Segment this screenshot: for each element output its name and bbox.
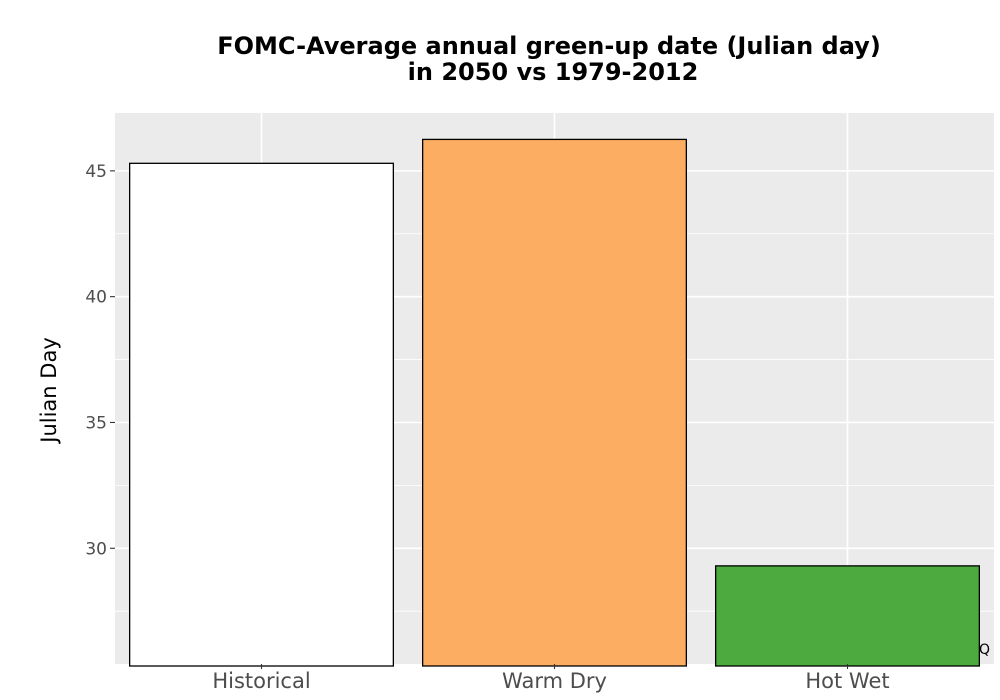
x-axis: Historical Warm Dry Hot Wet <box>212 664 890 693</box>
y-axis-title: Julian Day <box>37 337 61 445</box>
y-axis: 30 35 40 45 <box>85 162 115 559</box>
corner-note: Q <box>979 642 990 658</box>
x-tick-label: Historical <box>212 669 310 693</box>
x-tick-label: Hot Wet <box>805 669 889 693</box>
bar-hot-wet <box>715 565 981 667</box>
y-tick-label: 45 <box>85 162 107 182</box>
chart-title-line-2: in 2050 vs 1979-2012 <box>408 58 699 86</box>
y-tick-label: 35 <box>85 413 107 433</box>
bars <box>128 138 981 667</box>
bar-warm-dry <box>421 138 688 667</box>
y-tick-label: 40 <box>85 288 107 308</box>
x-tick-label: Warm Dry <box>502 669 607 693</box>
bar-historical <box>128 162 395 667</box>
chart-title-line-1: FOMC-Average annual green-up date (Julia… <box>217 32 881 60</box>
y-tick-label: 30 <box>85 539 107 559</box>
